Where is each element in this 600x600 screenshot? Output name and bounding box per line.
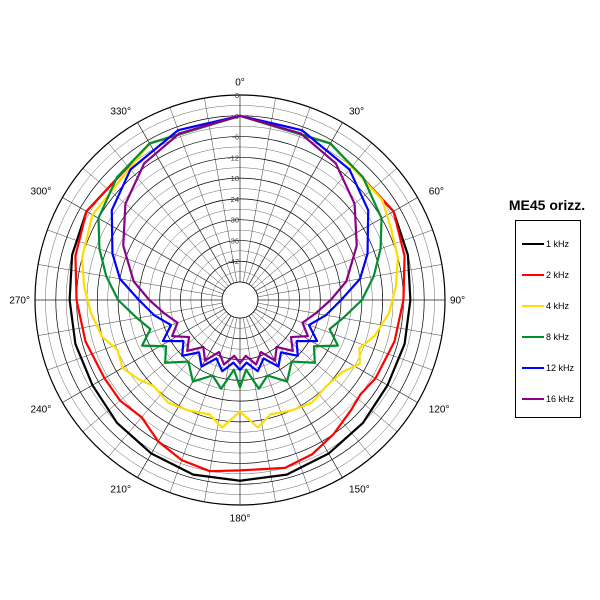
series-line-4-khz xyxy=(81,114,399,429)
legend-item: 4 kHz xyxy=(522,299,580,313)
grid-spoke xyxy=(38,302,223,336)
angle-label: 240° xyxy=(31,405,52,416)
grid-center xyxy=(221,281,259,319)
radial-tick-label: -42 xyxy=(228,257,239,266)
grid-spoke xyxy=(62,308,225,403)
legend-title: ME45 orizz. xyxy=(508,197,586,213)
grid-spoke xyxy=(169,107,235,284)
legend-item: 12 kHz xyxy=(522,361,580,375)
grid-spoke xyxy=(169,316,235,493)
radial-tick-label: 0 xyxy=(235,112,239,121)
radial-tick-label: -30 xyxy=(228,216,239,225)
angle-label: 90° xyxy=(450,296,465,307)
series-line-8-khz xyxy=(97,114,383,390)
grid-spoke xyxy=(251,313,372,458)
grid-spoke xyxy=(47,305,224,371)
grid-spoke xyxy=(251,142,372,287)
angle-label: 150° xyxy=(349,484,370,495)
angle-label: 0° xyxy=(235,78,245,89)
polar-labels: 6 0 -6 -12 -18 -24 -30 -36 -42 0° 30° 60° 90° 120° 150… xyxy=(9,78,465,525)
series-line-12-khz xyxy=(110,114,370,373)
radial-tick-label: -12 xyxy=(228,153,239,162)
radial-tick-label: -6 xyxy=(232,133,239,142)
legend-label: 4 kHz xyxy=(546,301,570,311)
legend-item: 16 kHz xyxy=(522,392,580,406)
legend-item: 8 kHz xyxy=(522,330,580,344)
legend-swatch xyxy=(522,274,544,276)
grid-spoke xyxy=(108,313,229,458)
legend-swatch xyxy=(522,336,544,338)
legend-item: 2 kHz xyxy=(522,268,580,282)
legend-label: 16 kHz xyxy=(546,394,575,404)
angle-label: 30° xyxy=(349,107,364,118)
legend-item: 1 kHz xyxy=(522,237,580,251)
series-line-2-khz xyxy=(74,114,406,473)
angle-label: 60° xyxy=(429,187,444,198)
legend-label: 12 kHz xyxy=(546,363,575,373)
legend-label: 2 kHz xyxy=(546,270,570,280)
grid-spoke xyxy=(253,311,398,432)
angle-label: 330° xyxy=(110,107,131,118)
grid-spoke xyxy=(204,98,238,283)
polar-grid xyxy=(34,94,446,506)
grid-spoke xyxy=(137,315,232,478)
legend-swatch xyxy=(522,305,544,307)
series-line-1-khz xyxy=(68,114,412,482)
angle-label: 180° xyxy=(230,514,251,525)
grid-spoke xyxy=(257,302,442,336)
legend-swatch xyxy=(522,367,544,369)
grid-spoke xyxy=(245,316,311,493)
angle-label: 120° xyxy=(429,405,450,416)
grid-spoke xyxy=(38,264,223,298)
grid-spoke xyxy=(82,311,227,432)
grid-spoke xyxy=(245,107,311,284)
angle-label: 300° xyxy=(31,187,52,198)
legend-swatch xyxy=(522,243,544,245)
grid-spoke xyxy=(248,315,343,478)
angle-label: 270° xyxy=(9,296,30,307)
grid-spoke xyxy=(255,197,418,292)
radial-tick-label: 6 xyxy=(235,91,239,100)
radial-tick-label: -36 xyxy=(228,236,239,245)
grid-spoke xyxy=(62,197,225,292)
series-layer xyxy=(68,114,412,482)
grid-spoke xyxy=(242,98,276,283)
grid-spoke xyxy=(257,264,442,298)
angle-label: 210° xyxy=(110,484,131,495)
grid-spoke xyxy=(256,305,433,371)
radial-tick-label: -24 xyxy=(228,195,239,204)
legend-label: 8 kHz xyxy=(546,332,570,342)
legend: 1 kHz 2 kHz 4 kHz 8 kHz 12 kHz 16 kHz xyxy=(515,220,581,418)
legend-swatch xyxy=(522,398,544,400)
legend-label: 1 kHz xyxy=(546,239,570,249)
grid-spoke xyxy=(255,308,418,403)
radial-tick-label: -18 xyxy=(228,174,239,183)
grid-spoke xyxy=(108,142,229,287)
grid-spoke xyxy=(242,317,276,502)
series-line-16-khz xyxy=(122,114,358,366)
